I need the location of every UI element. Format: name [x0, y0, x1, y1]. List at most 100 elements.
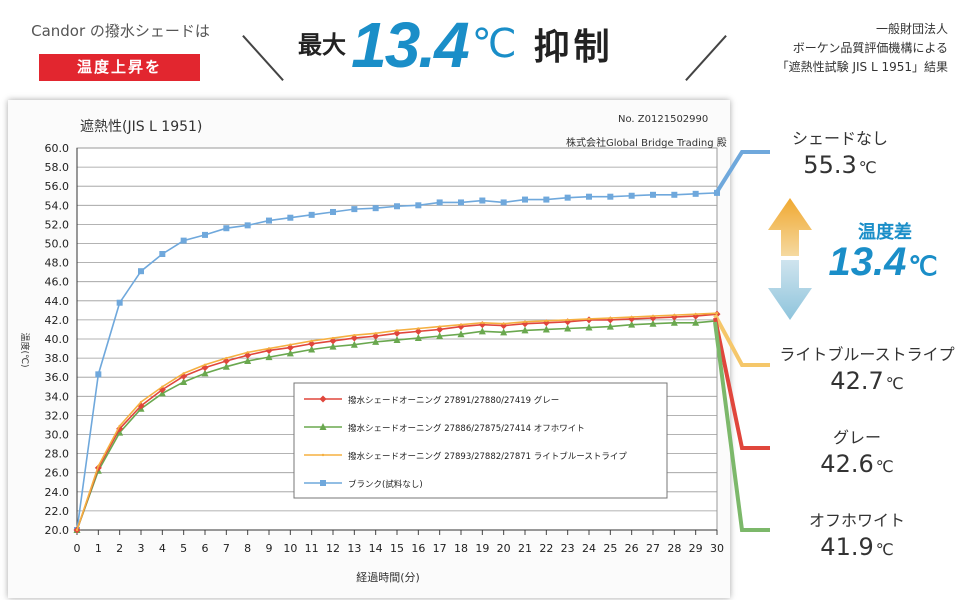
- y-tick-label: 26.0: [45, 467, 70, 480]
- x-tick-label: 20: [497, 542, 511, 555]
- data-point: [139, 400, 143, 404]
- x-tick-label: 19: [475, 542, 489, 555]
- header-tagline: Candor の撥水シェードは: [31, 22, 210, 40]
- test-source-line: 一般財団法人: [875, 22, 948, 36]
- data-point: [523, 320, 527, 324]
- data-point: [246, 351, 249, 354]
- x-tick-label: 0: [74, 542, 81, 555]
- data-point: [202, 231, 208, 238]
- data-point: [97, 464, 100, 468]
- callout-value: 55.3: [803, 151, 857, 179]
- data-point: [479, 197, 486, 204]
- callout-value: 42.7: [830, 367, 884, 395]
- test-source-line: ボーケン品質評価機構による: [792, 41, 948, 55]
- data-point: [330, 208, 336, 215]
- data-point: [351, 206, 358, 213]
- y-tick-label: 60.0: [45, 142, 70, 155]
- data-point: [436, 332, 444, 340]
- x-tick-label: 13: [347, 542, 361, 555]
- line-chart: 20.0 22.0 24.0 26.0 28.0 30.0 32.0 34.0 36.0 38.0…: [19, 114, 727, 584]
- callout-gray: グレー 42.6 ℃: [792, 424, 922, 478]
- data-point: [585, 323, 593, 331]
- data-point: [331, 336, 335, 340]
- x-tick-label: 6: [202, 542, 209, 555]
- series-1: [73, 316, 721, 533]
- data-point: [372, 205, 379, 212]
- y-tick-label: 58.0: [45, 161, 70, 174]
- y-tick-label: 54.0: [45, 199, 70, 212]
- data-point: [436, 199, 443, 206]
- x-tick-label: 17: [433, 542, 447, 555]
- x-tick-label: 14: [369, 542, 383, 555]
- data-point: [394, 203, 400, 210]
- difference-number: 13.4: [828, 240, 907, 284]
- callout-value: 41.9: [820, 533, 874, 561]
- callout-lightblue: ライトブルーストライプ 42.7 ℃: [762, 341, 970, 395]
- callout-unit: ℃: [885, 374, 904, 393]
- data-point: [393, 329, 401, 337]
- x-tick-label: 18: [454, 542, 468, 555]
- y-tick-label: 36.0: [45, 371, 70, 384]
- data-point: [265, 353, 273, 361]
- x-tick-label: 30: [710, 542, 724, 555]
- data-point: [180, 377, 188, 385]
- y-tick-label: 30.0: [45, 429, 70, 442]
- data-point: [417, 327, 420, 330]
- x-tick-label: 27: [646, 542, 660, 555]
- x-tick-label: 23: [561, 542, 575, 555]
- data-point: [586, 193, 592, 200]
- y-tick-label: 40.0: [45, 333, 70, 346]
- data-point: [502, 322, 505, 325]
- test-source: 一般財団法人 ボーケン品質評価機構による 「遮熱性試験 JIS L 1951」結…: [728, 20, 948, 77]
- y-tick-label: 32.0: [45, 409, 70, 422]
- data-point: [715, 312, 719, 315]
- data-point: [459, 323, 463, 326]
- data-point: [458, 199, 464, 206]
- data-point: [222, 362, 230, 370]
- difference-arrow-icon: [768, 198, 812, 320]
- callout-line-none: [713, 150, 770, 197]
- chart-title: 遮熱性(JIS L 1951): [80, 119, 202, 135]
- data-point: [564, 194, 571, 201]
- data-point: [649, 319, 657, 327]
- data-point: [310, 339, 313, 343]
- x-tick-label: 21: [518, 542, 532, 555]
- data-point: [350, 340, 358, 348]
- y-axis-label: 温度(℃): [19, 332, 31, 367]
- data-point: [308, 345, 316, 353]
- data-point: [564, 324, 572, 332]
- data-point: [694, 312, 697, 316]
- data-point: [500, 328, 508, 336]
- data-point: [671, 191, 678, 198]
- series-3: [74, 189, 720, 533]
- x-tick-label: 2: [116, 542, 123, 555]
- data-point: [628, 320, 636, 328]
- data-point: [244, 351, 252, 359]
- data-point: [478, 321, 486, 329]
- data-point: [393, 335, 401, 343]
- data-point: [415, 202, 422, 209]
- y-tick-label: 38.0: [45, 352, 70, 365]
- chart-axes: 20.0 22.0 24.0 26.0 28.0 30.0 32.0 34.0 36.0 38.0…: [45, 142, 725, 555]
- data-point: [321, 453, 325, 457]
- chart-company: 株式会社Global Bridge Trading 殿: [566, 136, 727, 149]
- data-point: [650, 191, 656, 198]
- headline: 最大 13.4 ℃ 抑制: [298, 8, 614, 88]
- y-tick-label: 56.0: [45, 180, 70, 193]
- x-tick-label: 1: [95, 542, 102, 555]
- data-point: [266, 217, 272, 224]
- y-tick-label: 24.0: [45, 486, 70, 499]
- legend-label: 撥水シェードオーニング 27891/27880/27419 グレー: [348, 395, 559, 406]
- data-point: [414, 334, 422, 342]
- data-point: [308, 211, 315, 218]
- data-point: [587, 317, 591, 321]
- data-point: [630, 315, 633, 319]
- data-point: [651, 314, 655, 318]
- data-point: [606, 322, 614, 330]
- header-badge: 温度上昇を: [39, 54, 200, 81]
- data-point: [225, 356, 228, 360]
- data-point: [353, 333, 356, 337]
- data-point: [329, 337, 337, 345]
- data-point: [116, 299, 123, 306]
- headline-value: 13.4: [351, 9, 470, 81]
